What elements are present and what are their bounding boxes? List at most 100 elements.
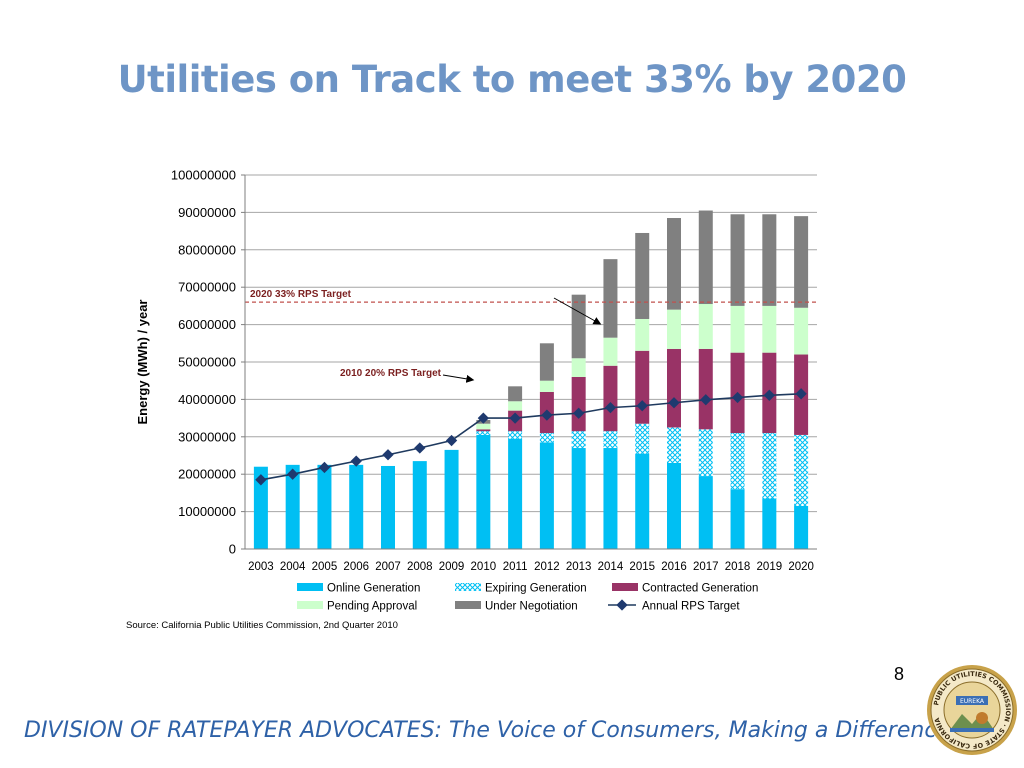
bar-online-generation [571,448,586,549]
rps-target-point [668,397,680,409]
bar-expiring-generation [667,427,681,463]
legend-item-contracted-generation: Contracted Generation [612,583,758,595]
x-tick-label: 2013 [566,561,592,573]
y-tick-label: 80000000 [178,242,236,257]
bar-expiring-generation [698,429,713,477]
chart-source-note: Source: California Public Utilities Comm… [126,620,398,631]
rps-target-point [636,400,648,412]
x-tick-label: 2019 [757,561,783,573]
bar-pending-approval [508,401,523,411]
x-tick-label: 2009 [439,561,465,573]
bar-under-negotiation [730,214,745,306]
bar-under-negotiation [603,259,618,338]
rps-target-point [414,442,426,454]
bar-under-negotiation [667,218,681,310]
x-tick-label: 2018 [725,561,751,573]
bar-pending-approval [794,307,809,355]
x-tick-label: 2017 [693,561,719,573]
bar-pending-approval [635,318,650,351]
x-tick-label: 2012 [534,561,560,573]
y-tick-label: 40000000 [178,392,236,407]
rps-target-point [731,391,744,404]
bar-under-negotiation [794,216,809,308]
rps-target-point [255,474,267,486]
legend-item-online-generation: Online Generation [297,583,420,595]
y-tick-label: 10000000 [178,504,236,519]
x-tick-label: 2004 [280,561,306,573]
bar-pending-approval [698,304,713,349]
bar-contracted-generation [698,348,713,430]
x-tick-label: 2020 [788,561,814,573]
rps-2010-arrow [442,374,475,383]
y-tick-label: 70000000 [178,280,236,295]
bar-under-negotiation [508,386,523,402]
bar-online-generation [762,498,777,549]
bar-pending-approval [730,305,745,353]
legend-swatch [297,601,323,609]
slide-title: Utilities on Track to meet 33% by 2020 [117,58,907,101]
bar-expiring-generation [762,433,777,499]
x-tick-label: 2005 [312,561,338,573]
bar-pending-approval [571,358,586,377]
rps-target-point [318,461,331,474]
y-tick-label: 60000000 [178,317,236,332]
legend-swatch [455,601,481,609]
bar-under-negotiation [698,210,713,305]
bar-online-generation [381,465,395,549]
legend-label: Contracted Generation [642,583,758,595]
rps-target-point [604,401,617,414]
bar-online-generation [412,461,427,549]
rps-target-point [287,468,299,480]
annual-rps-target-line [260,392,802,481]
rps-target-point [763,389,775,401]
y-axis-label: Energy (MWh) / year [135,300,150,425]
rps-2020-target-label: 2020 33% RPS Target [250,289,352,300]
x-tick-label: 2014 [598,561,624,573]
bar-online-generation [603,448,618,549]
y-tick-label: 30000000 [178,429,236,444]
bar-online-generation [444,449,459,549]
bar-online-generation [667,462,681,549]
bar-contracted-generation [476,429,491,432]
x-tick-label: 2011 [503,561,528,573]
y-tick-label: 50000000 [178,355,236,370]
legend-label: Annual RPS Target [642,601,740,613]
x-tick-label: 2010 [471,561,497,573]
x-tick-label: 2015 [629,561,655,573]
legend-swatch [297,583,323,591]
bar-online-generation [539,442,554,549]
bar-online-generation [476,434,491,549]
bar-online-generation [698,476,713,549]
bar-online-generation [635,453,650,549]
legend-item-expiring-generation: Expiring Generation [455,583,587,595]
bar-pending-approval [539,380,554,392]
bar-pending-approval [762,305,777,353]
rps-target-point [350,455,362,467]
bar-expiring-generation [603,431,618,449]
x-tick-label: 2007 [375,561,401,573]
rps-target-point [382,449,394,461]
rps-target-point [795,388,807,400]
bar-under-negotiation [571,294,586,359]
bar-online-generation [794,505,809,549]
bar-pending-approval [476,423,491,430]
legend-item-pending-approval: Pending Approval [297,601,417,613]
bar-expiring-generation [730,433,745,490]
y-tick-label: 90000000 [178,205,236,220]
rps-target-point [541,409,553,421]
bar-expiring-generation [476,431,491,435]
x-tick-label: 2006 [343,561,369,573]
bar-online-generation [317,464,332,549]
rps-target-point [700,394,712,406]
seal-banner-text: EUREKA [960,698,985,705]
legend-item-annual-rps-target: Annual RPS Target [608,599,740,613]
bar-pending-approval [603,337,618,366]
legend-label: Online Generation [327,583,420,595]
bar-expiring-generation [508,431,523,439]
bar-contracted-generation [667,348,681,428]
rps-target-point [573,407,585,419]
legend-label: Pending Approval [327,601,417,613]
bar-contracted-generation [603,365,618,432]
bar-expiring-generation [794,434,809,506]
